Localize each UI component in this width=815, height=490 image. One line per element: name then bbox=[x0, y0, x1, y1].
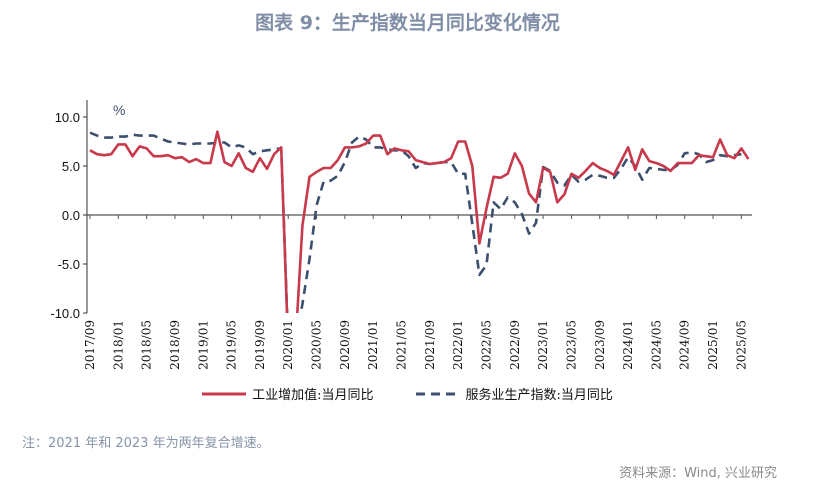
x-tick-label: 2023/05 bbox=[564, 320, 578, 370]
x-tick-label: 2020/01 bbox=[281, 320, 295, 370]
x-tick-label: 2017/09 bbox=[83, 320, 97, 370]
x-tick-label: 2022/05 bbox=[479, 320, 493, 370]
x-tick-label: 2020/05 bbox=[310, 320, 324, 370]
x-tick-label: 2023/01 bbox=[536, 320, 550, 370]
x-tick-label: 2021/01 bbox=[366, 320, 380, 370]
legend-item-services: 服务业生产指数:当月同比 bbox=[415, 384, 613, 403]
x-tick-label: 2019/05 bbox=[225, 320, 239, 370]
chart-title: 图表 9：生产指数当月同比变化情况 bbox=[255, 12, 560, 34]
x-tick-label: 2022/09 bbox=[508, 320, 522, 370]
x-tick-label: 2024/09 bbox=[678, 320, 692, 370]
series-line-services bbox=[89, 131, 742, 313]
footnote: 注：2021 年和 2023 年为两年复合增速。 bbox=[22, 436, 270, 451]
legend-solid-line-icon bbox=[202, 392, 247, 395]
x-tick-label: 2020/09 bbox=[338, 320, 352, 370]
series-line-industrial bbox=[89, 130, 750, 313]
legend-item-industrial: 工业增加值:当月同比 bbox=[202, 384, 374, 403]
x-tick-label: 2024/01 bbox=[621, 320, 635, 370]
x-tick-label: 2021/09 bbox=[423, 320, 437, 370]
y-tick-label: 0.0 bbox=[62, 208, 80, 223]
y-tick-label: -10.0 bbox=[50, 306, 80, 321]
unit-label: % bbox=[113, 102, 125, 118]
x-tick-label: 2021/05 bbox=[395, 320, 409, 370]
x-tick-label: 2024/05 bbox=[649, 320, 663, 370]
source-note: 资料来源：Wind, 兴业研究 bbox=[619, 466, 777, 481]
x-tick-label: 2019/09 bbox=[253, 320, 267, 370]
x-tick-label: 2023/09 bbox=[593, 320, 607, 370]
x-tick-label: 2025/01 bbox=[706, 320, 720, 370]
x-tick-label: 2019/01 bbox=[196, 320, 210, 370]
y-tick-label: 10.0 bbox=[55, 110, 80, 125]
legend-dashed-line-icon bbox=[415, 392, 460, 395]
legend-label-services: 服务业生产指数:当月同比 bbox=[465, 388, 613, 403]
legend-label-industrial: 工业增加值:当月同比 bbox=[252, 388, 374, 403]
x-tick-label: 2022/01 bbox=[451, 320, 465, 370]
x-tick-label: 2018/05 bbox=[140, 320, 154, 370]
x-tick-label: 2018/01 bbox=[111, 320, 125, 370]
x-tick-label: 2018/09 bbox=[168, 320, 182, 370]
x-tick-label: 2025/05 bbox=[734, 320, 748, 370]
y-tick-label: 5.0 bbox=[62, 159, 80, 174]
legend: 工业增加值:当月同比 服务业生产指数:当月同比 bbox=[0, 384, 815, 403]
y-tick-label: -5.0 bbox=[58, 257, 80, 272]
